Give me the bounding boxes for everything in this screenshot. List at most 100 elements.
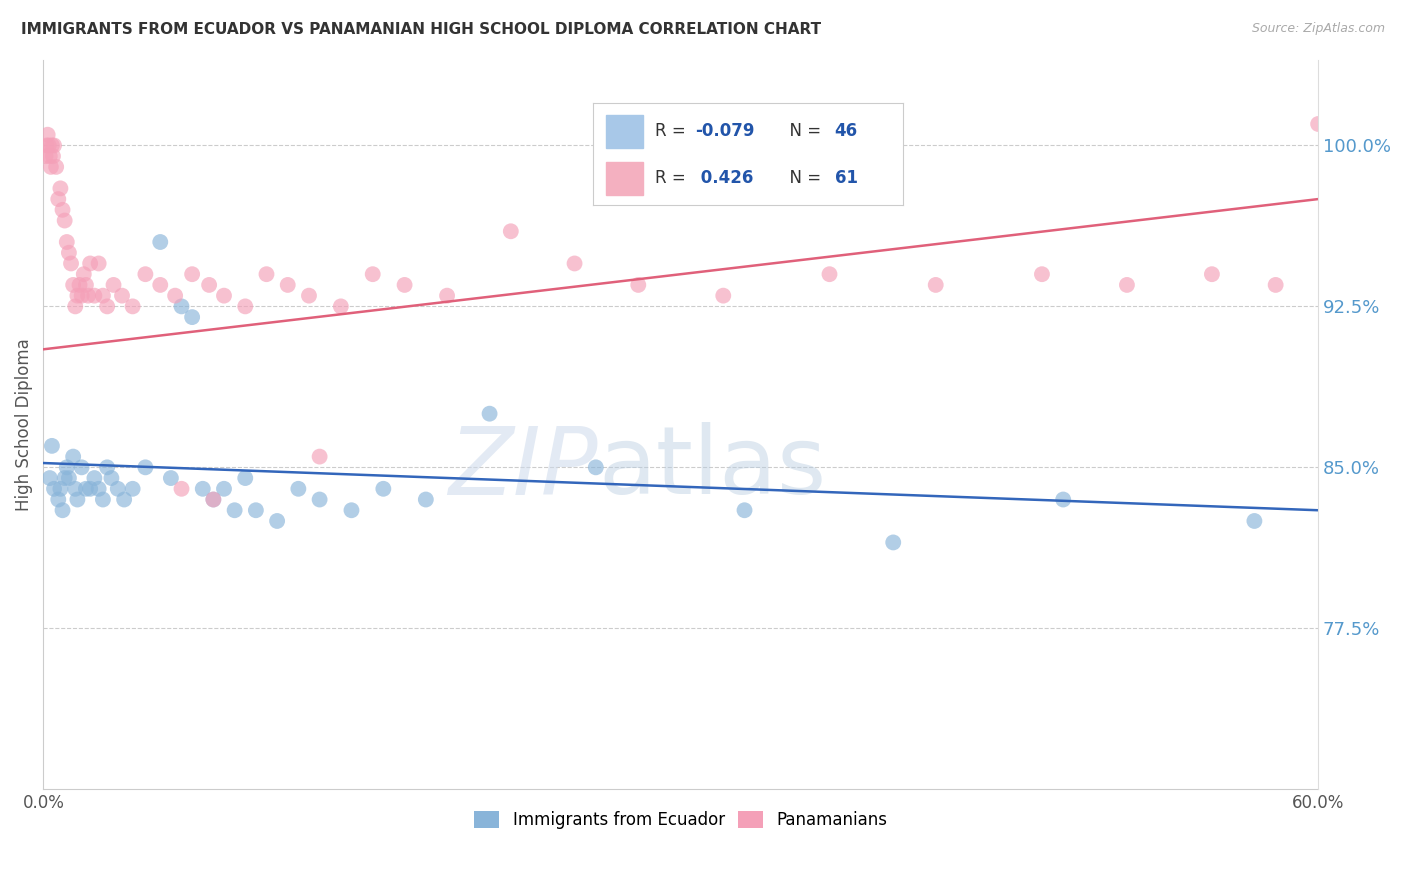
Point: [87, 482, 110, 496]
Point: [96, 299, 118, 313]
Point: [53, 213, 76, 227]
Point: [70, 288, 93, 302]
Point: [107, 482, 129, 496]
Point: [41, 439, 63, 453]
Point: [103, 277, 125, 292]
Point: [198, 277, 221, 292]
Point: [149, 277, 172, 292]
Point: [73, 267, 96, 281]
Point: [478, 407, 501, 421]
Point: [38, 149, 60, 163]
Text: Source: ZipAtlas.com: Source: ZipAtlas.com: [1251, 22, 1385, 36]
Text: atlas: atlas: [598, 422, 827, 514]
Point: [394, 277, 416, 292]
Point: [160, 471, 183, 485]
Text: 61: 61: [835, 169, 858, 187]
Point: [191, 482, 214, 496]
Point: [39, 160, 62, 174]
Text: 46: 46: [835, 122, 858, 140]
Point: [627, 277, 650, 292]
Point: [49, 482, 72, 496]
Point: [1031, 267, 1053, 281]
Point: [1052, 492, 1074, 507]
Point: [91, 492, 114, 507]
Point: [91, 288, 114, 302]
Point: [266, 514, 288, 528]
Point: [87, 256, 110, 270]
Point: [62, 277, 84, 292]
Point: [224, 503, 246, 517]
Point: [42, 138, 65, 153]
Point: [1201, 267, 1223, 281]
Point: [69, 277, 91, 292]
Point: [66, 492, 89, 507]
Point: [70, 460, 93, 475]
Point: [734, 503, 756, 517]
Point: [308, 492, 330, 507]
Point: [75, 482, 97, 496]
Point: [35, 138, 58, 153]
Point: [134, 460, 156, 475]
Point: [499, 224, 522, 238]
Point: [62, 450, 84, 464]
Point: [134, 267, 156, 281]
Point: [233, 299, 256, 313]
Point: [75, 277, 97, 292]
Text: R =: R =: [655, 122, 692, 140]
Point: [111, 288, 134, 302]
Point: [100, 471, 122, 485]
Point: [38, 471, 60, 485]
Text: ZIP: ZIP: [449, 423, 598, 514]
Point: [245, 503, 267, 517]
Point: [58, 471, 80, 485]
Point: [329, 299, 352, 313]
Point: [361, 267, 384, 281]
Text: N =: N =: [779, 169, 827, 187]
Point: [925, 277, 948, 292]
Point: [34, 149, 56, 163]
Point: [436, 288, 458, 302]
Point: [202, 492, 225, 507]
Point: [121, 482, 143, 496]
Point: [56, 235, 79, 249]
Legend: Immigrants from Ecuador, Panamanians: Immigrants from Ecuador, Panamanians: [468, 804, 894, 836]
Point: [711, 288, 734, 302]
Point: [49, 181, 72, 195]
Point: [212, 288, 235, 302]
Point: [585, 460, 607, 475]
Point: [45, 160, 67, 174]
Text: N =: N =: [779, 122, 827, 140]
Point: [58, 245, 80, 260]
Point: [66, 288, 89, 302]
Point: [818, 267, 841, 281]
Point: [83, 471, 105, 485]
Point: [79, 482, 101, 496]
Point: [298, 288, 321, 302]
Point: [65, 299, 87, 313]
Point: [60, 256, 83, 270]
Point: [56, 460, 79, 475]
Point: [308, 450, 330, 464]
Point: [41, 138, 63, 153]
Text: IMMIGRANTS FROM ECUADOR VS PANAMANIAN HIGH SCHOOL DIPLOMA CORRELATION CHART: IMMIGRANTS FROM ECUADOR VS PANAMANIAN HI…: [21, 22, 821, 37]
Point: [181, 310, 204, 325]
Point: [42, 482, 65, 496]
Point: [46, 192, 69, 206]
Point: [53, 471, 76, 485]
Point: [37, 128, 59, 142]
Point: [1308, 117, 1330, 131]
Point: [1243, 514, 1265, 528]
Point: [83, 288, 105, 302]
Y-axis label: High School Diploma: High School Diploma: [15, 338, 32, 511]
Point: [340, 503, 363, 517]
Point: [77, 288, 100, 302]
Point: [79, 256, 101, 270]
Point: [46, 492, 69, 507]
Point: [112, 492, 135, 507]
Point: [181, 267, 204, 281]
Point: [202, 492, 225, 507]
Point: [882, 535, 904, 549]
Point: [233, 471, 256, 485]
Point: [170, 482, 193, 496]
Point: [564, 256, 586, 270]
